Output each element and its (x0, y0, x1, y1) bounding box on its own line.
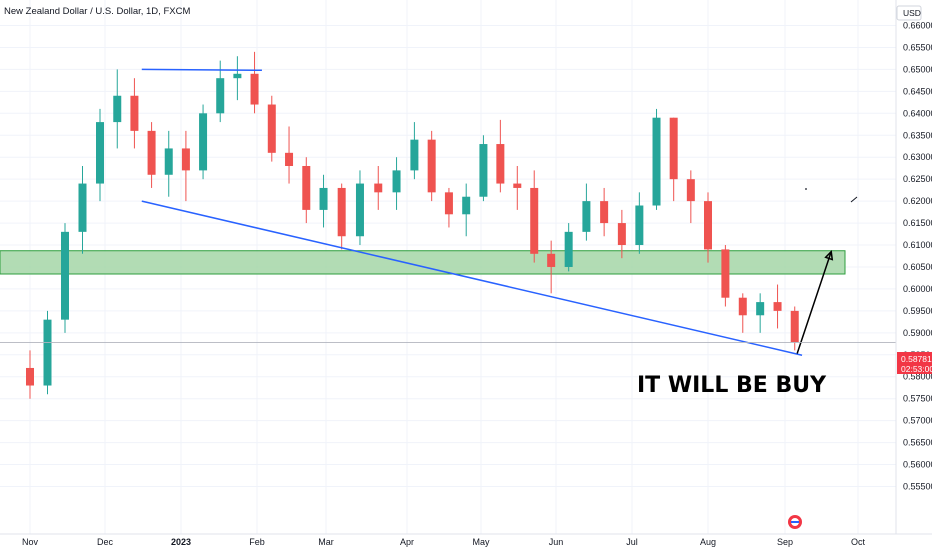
x-tick-label: Feb (249, 537, 265, 547)
candle-body (704, 201, 712, 250)
candle-body (285, 152, 294, 166)
economic-calendar-icon[interactable] (788, 515, 802, 529)
trendline-upper[interactable] (141, 68, 262, 72)
candle-body (652, 117, 661, 206)
candle-body (43, 319, 52, 386)
candle-body (181, 148, 190, 171)
x-tick-label: Jul (626, 537, 638, 547)
candle-body (686, 179, 695, 202)
trendline-lower[interactable] (141, 200, 803, 356)
candle-body (199, 113, 208, 171)
x-tick-label: Jun (549, 537, 564, 547)
candle-body (790, 310, 799, 343)
candle-body (773, 302, 782, 311)
x-tick-label: Mar (318, 537, 334, 547)
x-tick-label: Nov (22, 537, 39, 547)
candle-body (113, 95, 122, 123)
candle-body (337, 187, 346, 237)
candle-body (756, 302, 765, 316)
drawing-marks (805, 188, 858, 203)
candle-body (130, 95, 139, 131)
candle-body (547, 253, 556, 267)
chart-title: New Zealand Dollar / U.S. Dollar, 1D, FX… (4, 6, 190, 17)
candle-body (302, 165, 311, 210)
countdown-label: 02:53:00 (901, 364, 932, 374)
candle-body (233, 73, 242, 79)
candle-body (444, 192, 453, 215)
candle-body (374, 183, 383, 193)
candle-body (669, 117, 678, 180)
x-tick-label: Apr (400, 537, 414, 547)
candle-body (96, 122, 104, 184)
candle-body (600, 201, 609, 224)
x-tick-label: 2023 (171, 537, 191, 547)
candle-body (164, 148, 173, 175)
y-tick-label: 0.55500 (903, 482, 932, 492)
candle-body (26, 367, 34, 386)
candles (26, 51, 799, 399)
candle-body (216, 78, 225, 114)
candle-body (78, 183, 87, 232)
currency-badge[interactable] (896, 5, 922, 21)
candle-body (392, 170, 401, 193)
candle-body (147, 130, 156, 175)
candle-body (61, 231, 69, 320)
candle-body (250, 73, 259, 105)
demand-zone[interactable] (0, 250, 846, 275)
candle-body (479, 144, 488, 197)
x-tick-label: Dec (97, 537, 114, 547)
candle-body (462, 196, 471, 215)
last-price-label: 0.58781 (901, 354, 932, 364)
candle-body (530, 187, 539, 254)
candle-body (738, 297, 747, 316)
x-tick-label: Sep (777, 537, 793, 547)
projection-arrowhead (824, 249, 834, 261)
candle-body (496, 144, 505, 184)
candle-body (267, 104, 276, 153)
last-price-badge (897, 352, 932, 374)
x-tick-label: May (472, 537, 490, 547)
candle-body (564, 231, 573, 267)
candle-body (582, 201, 591, 232)
time-axis[interactable]: Nov Dec 2023 Feb Mar Apr May Jun Jul Aug Sep Oct (0, 533, 932, 547)
candle-body (410, 139, 419, 171)
candle-body (721, 249, 730, 298)
x-tick-label: Aug (700, 537, 716, 547)
candle-body (635, 205, 644, 246)
projection-path[interactable] (796, 251, 832, 354)
candle-body (319, 187, 328, 210)
candle-body (355, 183, 364, 237)
buy-annotation: IT WILL BE BUY (637, 373, 827, 398)
candle-body (617, 223, 626, 246)
x-tick-label: Oct (851, 537, 866, 547)
currency-label: USD (903, 8, 921, 18)
candle-body (427, 139, 436, 193)
candle-body (513, 183, 522, 188)
